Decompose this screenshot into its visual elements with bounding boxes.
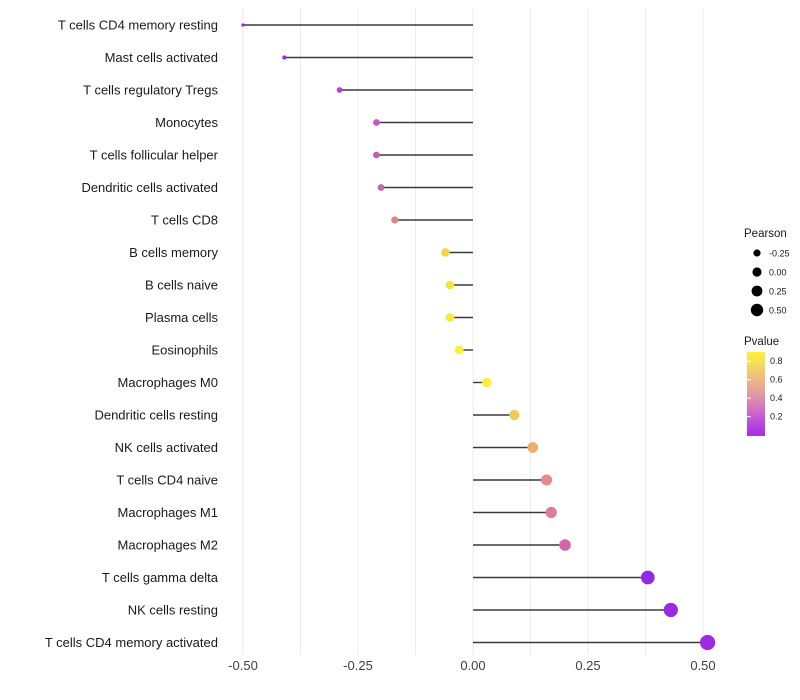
category-label: T cells regulatory Tregs <box>83 83 218 98</box>
lollipop-dot <box>640 570 655 585</box>
size-legend-title: Pearson <box>744 228 787 240</box>
size-legend-dot <box>753 249 761 257</box>
category-label: Plasma cells <box>145 310 218 325</box>
lollipop-dot <box>445 280 455 290</box>
size-legend-dot <box>752 267 762 277</box>
x-tick-label: 0.50 <box>690 658 715 673</box>
color-legend-label: 0.2 <box>770 412 783 422</box>
lollipop-dot <box>282 55 287 60</box>
legend-pvalue-color: Pvalue 0.8 0.6 0.4 0.2 <box>744 336 783 436</box>
category-label: T cells CD4 memory resting <box>58 18 218 33</box>
color-legend-title: Pvalue <box>744 336 779 348</box>
lollipop-dot <box>241 23 245 27</box>
lollipop-dot <box>377 184 385 191</box>
category-label: T cells gamma delta <box>102 570 219 585</box>
category-label: T cells follicular helper <box>90 148 219 163</box>
lollipop-dot <box>454 345 464 355</box>
gridlines <box>242 8 704 655</box>
category-label: Macrophages M0 <box>118 375 218 390</box>
x-tick-label: -0.25 <box>343 658 373 673</box>
x-tick-label: -0.50 <box>228 658 258 673</box>
color-legend-label: 0.6 <box>770 375 783 385</box>
lollipop-dot <box>699 634 716 651</box>
size-legend-label: -0.25 <box>769 249 790 259</box>
category-label: T cells CD8 <box>151 213 218 228</box>
lollipop-dot <box>663 602 678 618</box>
size-legend-label: 0.00 <box>769 268 787 278</box>
lollipop-dot <box>559 539 571 551</box>
category-label: Monocytes <box>155 115 218 130</box>
lollipop-dot <box>527 442 539 453</box>
x-tick-label: 0.00 <box>460 658 485 673</box>
category-label: NK cells activated <box>115 440 218 455</box>
category-label: T cells CD4 naive <box>116 473 218 488</box>
lollipop-dot <box>545 506 557 519</box>
lollipop-dot <box>445 313 455 322</box>
category-label: Mast cells activated <box>105 50 218 65</box>
lollipop-dot <box>509 409 520 421</box>
size-legend-label: 0.25 <box>769 287 787 297</box>
lollipop-dot <box>336 87 343 93</box>
category-label: B cells naive <box>145 278 218 293</box>
lollipop-dot <box>373 151 380 159</box>
lollipop-dot <box>373 119 380 126</box>
category-label: B cells memory <box>129 245 218 260</box>
lollipop-dot <box>482 377 492 388</box>
x-axis-tick-labels: -0.50 -0.25 0.00 0.25 0.50 <box>228 658 715 673</box>
lollipop-dot <box>541 474 553 486</box>
size-legend-dot <box>750 303 764 317</box>
size-legend-label: 0.50 <box>769 306 787 316</box>
color-legend-label: 0.8 <box>770 356 783 366</box>
category-label: Eosinophils <box>152 343 219 358</box>
y-axis-labels: T cells CD4 memory resting Mast cells act… <box>45 18 219 651</box>
color-legend-label: 0.4 <box>770 393 783 403</box>
category-label: NK cells resting <box>128 603 218 618</box>
category-label: Macrophages M2 <box>118 538 218 553</box>
lollipops <box>241 23 716 651</box>
lollipop-dot <box>391 216 399 224</box>
pvalue-gradient-bar <box>747 352 765 436</box>
category-label: T cells CD4 memory activated <box>45 635 218 650</box>
category-label: Macrophages M1 <box>118 505 218 520</box>
category-label: Dendritic cells resting <box>94 408 218 423</box>
category-label: Dendritic cells activated <box>81 180 218 195</box>
legend-pearson-size: Pearson -0.25 0.00 0.25 0.50 <box>744 228 790 317</box>
x-tick-label: 0.25 <box>575 658 600 673</box>
lollipop-dot <box>441 248 450 257</box>
size-legend-dot <box>751 285 763 297</box>
